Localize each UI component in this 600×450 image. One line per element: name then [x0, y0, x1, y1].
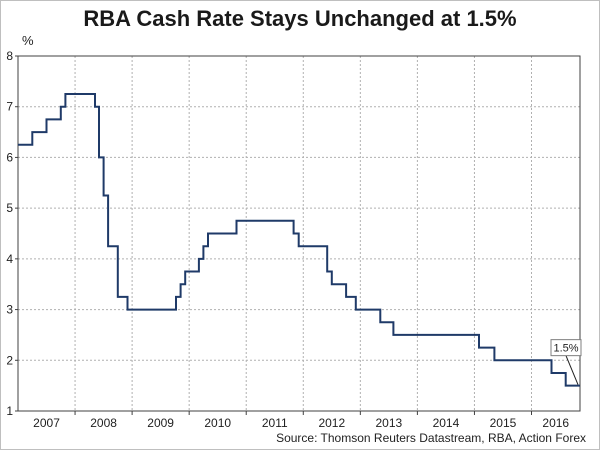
- y-tick-label: 5: [6, 201, 13, 215]
- plot-border: [17, 55, 581, 412]
- x-tick-label: 2010: [204, 416, 231, 430]
- x-tick-label: 2016: [542, 416, 569, 430]
- callout-box: [550, 339, 582, 357]
- callout-annotation: 1.5%: [550, 339, 582, 385]
- grid-layer: [18, 56, 580, 411]
- source-note: Source: Thomson Reuters Datastream, RBA,…: [276, 431, 586, 445]
- x-tick-label: 2015: [490, 416, 517, 430]
- callout-leader-line: [565, 355, 579, 385]
- series-line: [18, 93, 580, 387]
- x-tick-label: 2012: [318, 416, 345, 430]
- axis-layer: 1 2 3 4 5 6 7 8 2007 2008 2009 2010 2011 2012 2013 2014…: [6, 49, 569, 430]
- y-axis-unit-label: %: [22, 33, 34, 48]
- x-tick-label: 2011: [262, 416, 288, 430]
- y-tick-label: 2: [6, 353, 13, 367]
- x-tick-label: 2009: [147, 416, 174, 430]
- y-tick-label: 7: [6, 100, 13, 114]
- y-tick-label: 4: [6, 252, 13, 266]
- x-tick-label: 2008: [90, 416, 117, 430]
- callout-label: 1.5%: [553, 343, 578, 355]
- y-tick-label: 1: [6, 404, 13, 418]
- y-tick-label: 6: [6, 150, 13, 164]
- x-tick-label: 2013: [376, 416, 403, 430]
- x-tick-label: 2007: [33, 416, 60, 430]
- chart-title: RBA Cash Rate Stays Unchanged at 1.5%: [83, 6, 517, 31]
- y-tick-label: 3: [6, 303, 13, 317]
- series-layer: [18, 93, 580, 387]
- x-tick-label: 2014: [433, 416, 460, 430]
- y-tick-label: 8: [6, 49, 13, 63]
